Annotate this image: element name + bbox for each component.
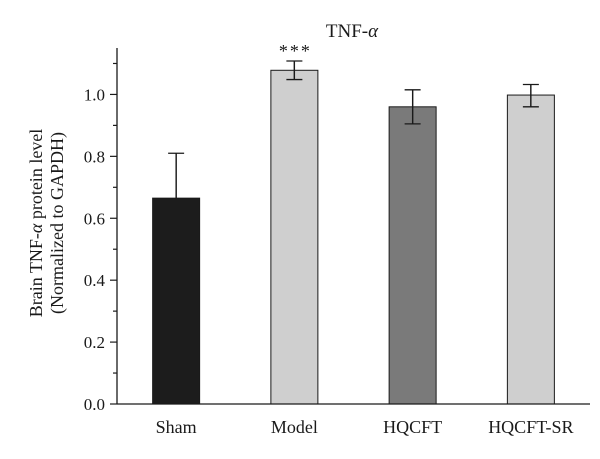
bar-model (270, 69, 319, 405)
x-tick-label: Model (271, 417, 318, 437)
plot-area: *** (152, 41, 555, 405)
y-axis: 0.0 0.2 0.4 0.6 0.8 1.0 (84, 48, 118, 414)
y-axis-label-greek: α (26, 223, 46, 233)
bar-sham (152, 197, 201, 405)
y-tick-label: 0.8 (84, 147, 105, 166)
bar-hqcft-sr (506, 94, 555, 405)
y-axis-label: Brain TNF-α protein level (Normalized to… (26, 129, 68, 318)
y-tick-label: 0.6 (84, 209, 105, 228)
y-tick-label: 1.0 (84, 85, 105, 104)
x-axis: Sham Model HQCFT HQCFT-SR (117, 403, 590, 437)
y-tick-label: 0.0 (84, 395, 105, 414)
chart-title-prefix: TNF- (326, 21, 368, 42)
significance-marker: *** (279, 41, 312, 61)
x-tick-label: HQCFT-SR (488, 417, 573, 437)
y-axis-label-prefix: Brain TNF- (26, 233, 46, 317)
y-tick-label: 0.4 (84, 271, 106, 290)
x-tick-label: Sham (156, 417, 197, 437)
chart-title: TNF-α (326, 21, 379, 42)
chart-title-greek: α (368, 21, 379, 42)
y-axis-label-suffix: protein level (26, 129, 46, 224)
y-axis-label-line1: Brain TNF-α protein level (26, 129, 46, 318)
y-axis-label-line2: (Normalized to GAPDH) (47, 132, 68, 314)
bar-hqcft (388, 106, 437, 405)
y-tick-label: 0.2 (84, 333, 105, 352)
x-tick-label: HQCFT (383, 417, 442, 437)
